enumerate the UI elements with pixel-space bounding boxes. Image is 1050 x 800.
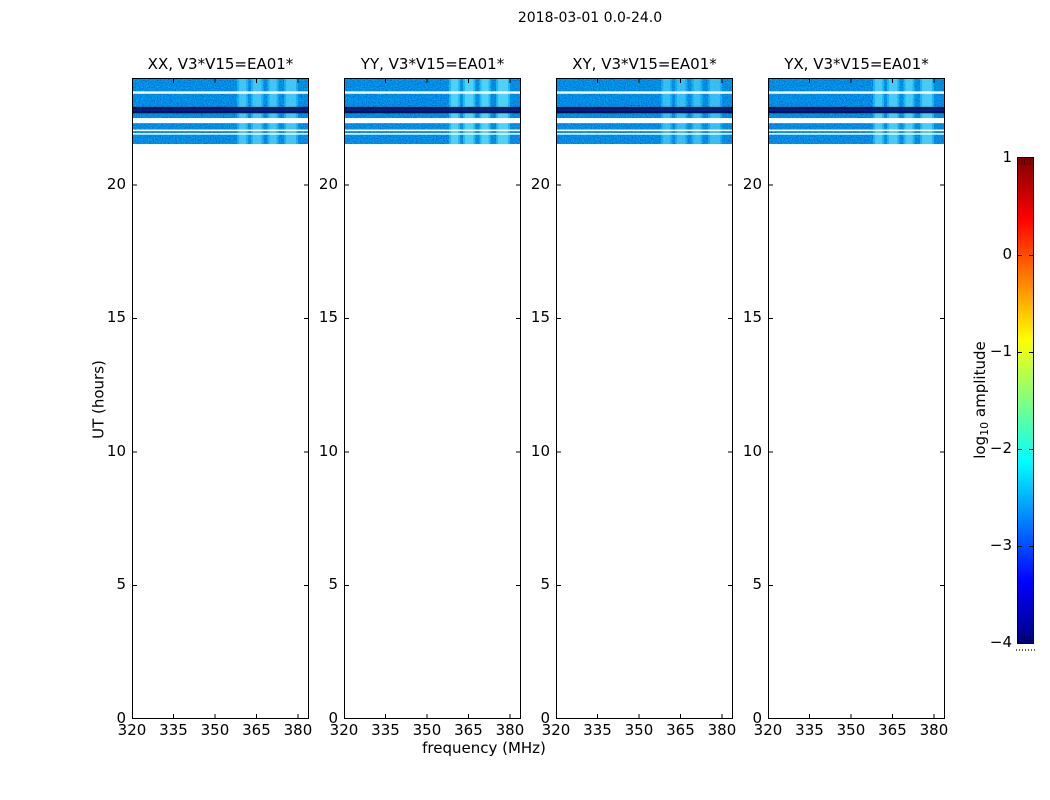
x-tick-label: 350 <box>624 721 654 739</box>
x-tick-label: 335 <box>371 721 400 739</box>
y-tick-label: 20 <box>106 174 126 193</box>
y-tick-label: 5 <box>540 575 550 594</box>
y-tick-label: 20 <box>530 174 550 193</box>
y-tick-label: 0 <box>328 709 338 727</box>
panel-title-xx: XX, V3*V15=EA01* <box>147 55 294 73</box>
spectrogram-panel-yy <box>344 78 521 719</box>
y-tick-label: 10 <box>318 441 338 460</box>
colorbar-end-hatch-bottom <box>1019 636 1032 642</box>
x-tick-label: 350 <box>412 721 442 739</box>
x-tick-label: 335 <box>583 721 612 739</box>
colorbar-tick-right <box>1029 545 1033 547</box>
x-tick-label: 380 <box>283 721 313 739</box>
x-tick-label: 320 <box>753 721 783 739</box>
x-axis-label: frequency (MHz) <box>422 739 546 757</box>
y-tick-label: 15 <box>530 308 550 327</box>
colorbar-label-log: log <box>971 435 989 459</box>
x-tick-label: 365 <box>454 721 483 739</box>
y-tick-label: 5 <box>752 575 762 594</box>
panel-title-yy: YY, V3*V15=EA01* <box>360 55 505 73</box>
x-tick-label: 320 <box>541 721 571 739</box>
y-tick-label: 20 <box>318 174 338 193</box>
colorbar-tick-left <box>1018 448 1022 450</box>
colorbar-tick-right <box>1029 254 1033 256</box>
colorbar-tick-right <box>1029 351 1033 353</box>
colorbar-tick-left <box>1018 351 1022 353</box>
colorbar-tick-right <box>1029 448 1033 450</box>
colorbar-tick-left <box>1018 254 1022 256</box>
y-axis-label: UT (hours) <box>89 360 108 439</box>
spectrogram-panel-yx <box>768 78 945 719</box>
x-tick-label: 380 <box>495 721 525 739</box>
y-tick-label: 15 <box>318 308 338 327</box>
x-tick-label: 320 <box>117 721 147 739</box>
colorbar-label: log10 amplitude <box>971 325 991 475</box>
panel-title-yx: YX, V3*V15=EA01* <box>784 55 929 73</box>
x-tick-label: 380 <box>919 721 949 739</box>
colorbar-label-subscript: 10 <box>978 421 991 436</box>
y-tick-label: 5 <box>116 575 126 594</box>
y-tick-label: 15 <box>106 308 126 327</box>
spectrogram-panel-xx <box>132 78 309 719</box>
colorbar-tick-label: −1 <box>989 342 1012 360</box>
colorbar-underflow-dots <box>1016 649 1036 651</box>
y-tick-label: 15 <box>742 308 762 327</box>
y-tick-label: 0 <box>752 709 762 727</box>
x-tick-label: 380 <box>707 721 737 739</box>
spectrogram-panel-xy <box>556 78 733 719</box>
colorbar-end-hatch-top <box>1019 159 1032 165</box>
panel-title-xy: XY, V3*V15=EA01* <box>572 55 717 73</box>
x-tick-label: 365 <box>666 721 695 739</box>
y-tick-label: 10 <box>106 441 126 460</box>
x-tick-label: 365 <box>242 721 271 739</box>
colorbar-tick-label: −3 <box>989 536 1012 554</box>
colorbar-tick-label: −4 <box>989 633 1012 651</box>
colorbar-tick-label: 1 <box>1002 148 1012 166</box>
colorbar <box>1017 157 1034 644</box>
x-tick-label: 365 <box>878 721 907 739</box>
figure-title: 2018-03-01 0.0-24.0 <box>517 10 663 26</box>
colorbar-tick-label: 0 <box>1002 245 1012 263</box>
x-tick-label: 335 <box>159 721 188 739</box>
y-tick-label: 10 <box>742 441 762 460</box>
x-tick-label: 350 <box>836 721 866 739</box>
colorbar-tick-label: −2 <box>989 439 1012 457</box>
colorbar-tick-left <box>1018 545 1022 547</box>
x-tick-label: 335 <box>795 721 824 739</box>
y-tick-label: 10 <box>530 441 550 460</box>
y-tick-label: 20 <box>742 174 762 193</box>
y-tick-label: 0 <box>116 709 126 727</box>
colorbar-label-rest: amplitude <box>971 341 989 422</box>
y-tick-label: 0 <box>540 709 550 727</box>
x-tick-label: 350 <box>200 721 230 739</box>
y-tick-label: 5 <box>328 575 338 594</box>
x-tick-label: 320 <box>329 721 359 739</box>
